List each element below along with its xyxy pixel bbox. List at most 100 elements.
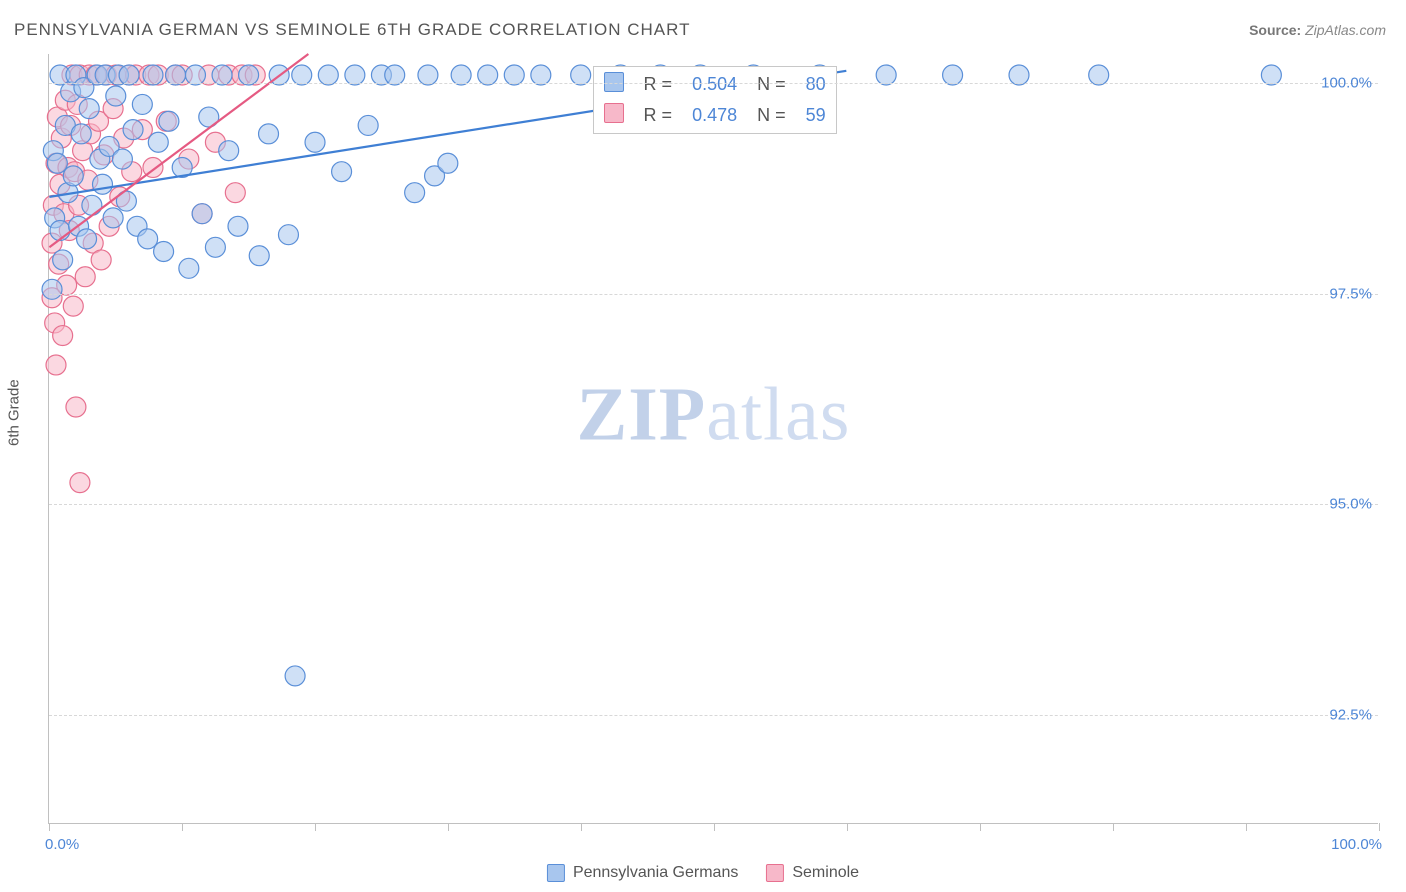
data-point [212,65,232,85]
data-point [358,115,378,135]
plot-svg [49,54,1378,823]
data-point [1009,65,1029,85]
data-point [418,65,438,85]
legend-cell: 59 [796,100,836,131]
data-point [103,208,123,228]
y-axis-title: 6th Grade [6,379,23,446]
x-tick [847,823,848,831]
legend-item: Pennsylvania Germans [547,864,738,882]
data-point [305,132,325,152]
data-point [77,229,97,249]
data-point [112,149,132,169]
data-point [143,65,163,85]
legend-cell: R = [634,69,683,100]
x-tick [315,823,316,831]
data-point [571,65,591,85]
x-tick [980,823,981,831]
legend-item: Seminole [766,864,859,882]
x-tick [714,823,715,831]
data-point [239,65,259,85]
legend-swatch [604,72,624,92]
data-point [82,195,102,215]
data-point [123,120,143,140]
legend-cell: 0.478 [682,100,747,131]
correlation-legend: R =0.504N =80R =0.478N =59 [593,66,837,134]
chart-title: PENNSYLVANIA GERMAN VS SEMINOLE 6TH GRAD… [14,20,690,40]
data-point [93,174,113,194]
legend-cell: 80 [796,69,836,100]
data-point [185,65,205,85]
data-point [285,666,305,686]
gridline [49,83,1378,84]
data-point [46,355,66,375]
data-point [225,183,245,203]
data-point [438,153,458,173]
x-tick [448,823,449,831]
data-point [205,237,225,257]
data-point [179,258,199,278]
legend-cell: N = [747,100,796,131]
x-tick [581,823,582,831]
legend-cell: N = [747,69,796,100]
source-attribution: Source: ZipAtlas.com [1249,22,1386,38]
x-tick [49,823,50,831]
data-point [318,65,338,85]
data-point [478,65,498,85]
data-point [249,246,269,266]
y-tick-label: 97.5% [1302,285,1378,302]
data-point [192,204,212,224]
data-point [70,473,90,493]
data-point [75,267,95,287]
x-axis-max-label: 100.0% [1331,836,1382,853]
data-point [278,225,298,245]
data-point [148,132,168,152]
data-point [259,124,279,144]
data-point [119,65,139,85]
data-point [79,99,99,119]
y-tick-label: 92.5% [1302,706,1378,723]
data-point [228,216,248,236]
data-point [106,86,126,106]
data-point [451,65,471,85]
data-point [876,65,896,85]
data-point [50,221,70,241]
legend-row: R =0.504N =80 [594,69,836,100]
x-tick [1113,823,1114,831]
scatter-plot-area: ZIPatlas R =0.504N =80R =0.478N =59 0.0%… [48,54,1378,824]
data-point [1261,65,1281,85]
source-label: Source: [1249,22,1301,38]
x-tick [1379,823,1380,831]
data-point [166,65,186,85]
data-point [504,65,524,85]
legend-row: R =0.478N =59 [594,100,836,131]
x-tick [182,823,183,831]
y-tick-label: 100.0% [1302,75,1378,92]
data-point [159,111,179,131]
data-point [53,326,73,346]
legend-label: Pennsylvania Germans [573,864,738,882]
gridline [49,715,1378,716]
data-point [154,242,174,262]
data-point [385,65,405,85]
source-value: ZipAtlas.com [1305,22,1386,38]
data-point [53,250,73,270]
legend-swatch [766,864,784,882]
data-point [132,94,152,114]
legend-cell: 0.504 [682,69,747,100]
legend-swatch [547,864,565,882]
legend-label: Seminole [792,864,859,882]
data-point [292,65,312,85]
x-tick [1246,823,1247,831]
data-point [345,65,365,85]
data-point [332,162,352,182]
data-point [71,124,91,144]
gridline [49,504,1378,505]
y-tick-label: 95.0% [1302,496,1378,513]
legend-cell: R = [634,100,683,131]
legend-swatch [604,103,624,123]
data-point [66,397,86,417]
data-point [63,296,83,316]
data-point [42,279,62,299]
data-point [531,65,551,85]
data-point [63,166,83,186]
